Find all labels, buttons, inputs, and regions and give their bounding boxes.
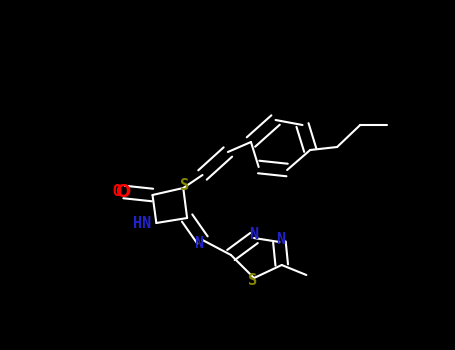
Text: S: S (181, 178, 190, 193)
Text: N: N (249, 227, 258, 242)
Text: N: N (277, 232, 286, 247)
Text: N: N (194, 236, 203, 251)
Text: O: O (112, 184, 121, 200)
Text: O: O (115, 183, 130, 201)
Text: S: S (248, 273, 257, 288)
Text: HN: HN (133, 216, 152, 231)
